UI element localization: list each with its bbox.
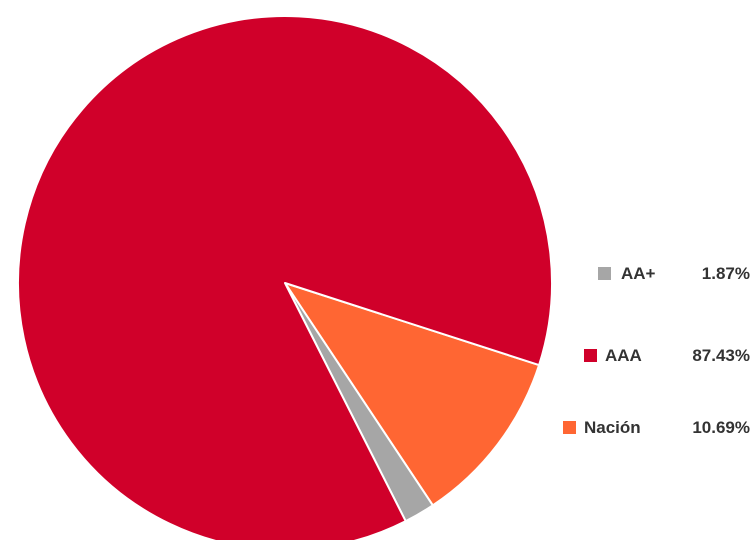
legend-value-aa-plus: 1.87% [702,264,750,283]
legend: AA+ 1.87% AAA 87.43% Nación 10.69% [563,264,750,437]
legend-item-aaa: AAA 87.43% [584,346,750,365]
legend-swatch-nacin [563,421,576,434]
legend-label-aa-plus: AA+ [621,264,656,283]
pie-slice-aaa [17,14,553,540]
pie-slice-naci-n [284,282,541,507]
legend-swatch-aa-plus [598,267,611,280]
legend-value-nacin: 10.69% [692,418,750,437]
legend-label-aaa: AAA [605,346,642,365]
legend-item-aa-plus: AA+ 1.87% [598,264,750,283]
legend-item-nacin: Nación 10.69% [563,418,750,437]
legend-value-aaa: 87.43% [692,346,750,365]
legend-swatch-aaa [584,349,597,362]
pie-slices [17,14,553,540]
legend-label-nacin: Nación [584,418,641,437]
